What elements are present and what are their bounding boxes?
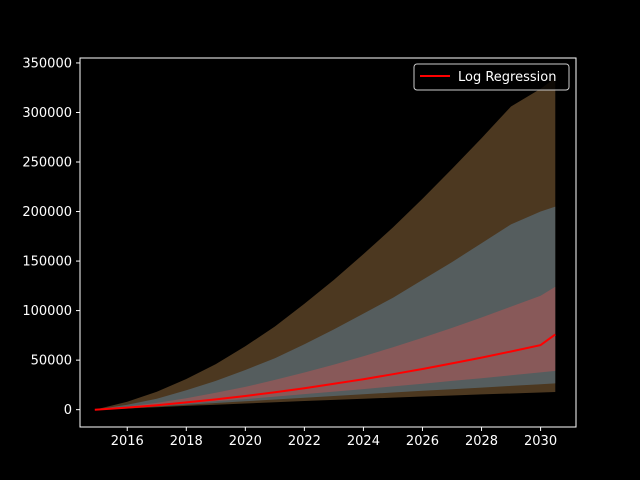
y-tick-label: 100000 bbox=[22, 304, 72, 319]
y-tick-label: 0 bbox=[64, 403, 72, 418]
legend-label-log-regression: Log Regression bbox=[458, 70, 556, 85]
x-tick-label: 2028 bbox=[465, 434, 498, 449]
y-tick-label: 350000 bbox=[22, 56, 72, 71]
series-line-1 bbox=[94, 333, 556, 411]
y-tick-label: 250000 bbox=[22, 156, 72, 171]
x-tick-label: 2022 bbox=[288, 434, 321, 449]
legend: Log Regression bbox=[413, 63, 570, 91]
plot-frame bbox=[79, 57, 577, 428]
x-tick-label: 2030 bbox=[524, 434, 557, 449]
x-tick-label: 2016 bbox=[111, 434, 144, 449]
x-tick-label: 2020 bbox=[229, 434, 262, 449]
x-tick-label: 2018 bbox=[170, 434, 203, 449]
legend-box bbox=[413, 63, 570, 91]
y-tick-label: 200000 bbox=[22, 205, 72, 220]
y-tick-label: 300000 bbox=[22, 106, 72, 121]
confidence-bands bbox=[94, 77, 556, 410]
x-tick-label: 2024 bbox=[347, 434, 380, 449]
y-tick-label: 50000 bbox=[31, 354, 72, 369]
regression-lines bbox=[94, 333, 556, 411]
confidence-band-3 bbox=[94, 286, 556, 410]
confidence-band-2 bbox=[94, 206, 556, 410]
y-tick-label: 150000 bbox=[22, 255, 72, 270]
y-axis: 0 50000 100000 150000 200000 250000 300000 3500… bbox=[22, 56, 80, 418]
x-axis: 2016 2018 2020 2022 2024 2026 2028 2030 bbox=[111, 427, 557, 449]
x-tick-label: 2026 bbox=[406, 434, 439, 449]
confidence-band-1 bbox=[94, 77, 556, 410]
